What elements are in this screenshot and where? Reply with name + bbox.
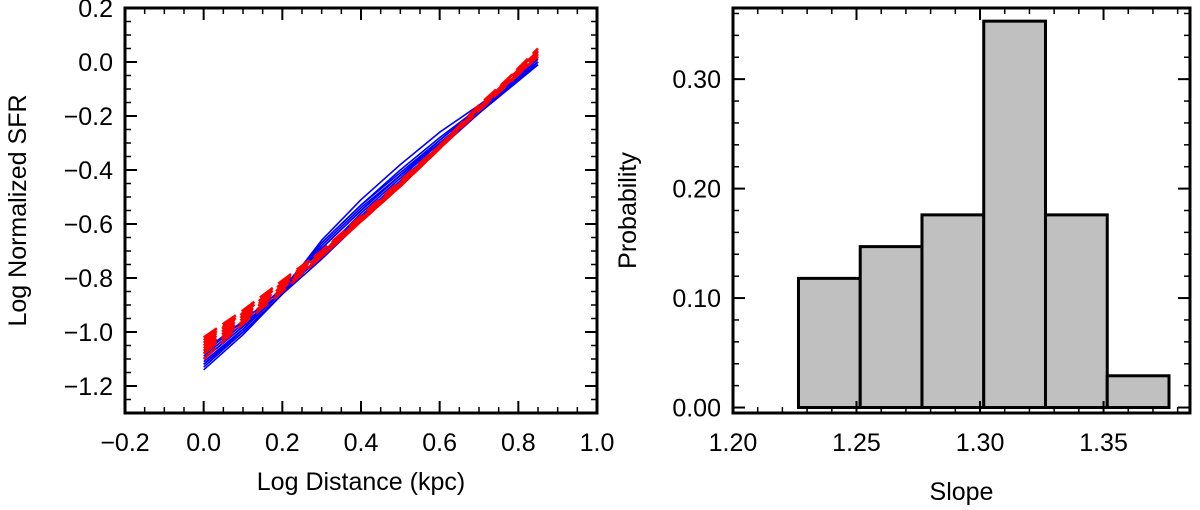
histogram-bar-2	[920, 213, 986, 410]
histogram-bars	[796, 19, 1171, 410]
y-tick-label: 0.10	[672, 285, 721, 313]
x-tick-label: 1.30	[956, 429, 1005, 457]
solid-series-line-0	[203, 61, 539, 371]
y-tick-label: −0.6	[64, 211, 113, 239]
y-tick-label: −1.0	[64, 319, 113, 347]
x-tick-label: 1.25	[832, 429, 881, 457]
y-tick-label: 0.00	[672, 395, 721, 423]
y-tick-label: −0.4	[64, 157, 113, 185]
y-tick-label: 0.2	[78, 0, 113, 23]
y-tick-label: 0.30	[672, 66, 721, 94]
x-tick-label: 0.2	[265, 429, 300, 457]
histogram-y-axis-label: Probability	[614, 152, 642, 269]
y-tick-label: 0.20	[672, 176, 721, 204]
histogram-y-ticks: 0.00 0.10 0.20 0.30	[672, 66, 1190, 423]
y-tick-label: −0.2	[64, 103, 113, 131]
x-tick-label: 0.8	[501, 429, 536, 457]
line-chart-y-ticks: −1.2 −1.0 −0.8 −0.6 −0.4 −0.2 0.0 0.2	[64, 0, 597, 401]
histogram-chart: 1.20 1.25 1.30 1.35 0.000.100.200.30 Slope …	[614, 6, 1192, 506]
x-tick-label: 0.6	[422, 429, 457, 457]
histogram-x-axis-label: Slope	[930, 478, 994, 506]
histogram-bar-3	[982, 19, 1047, 410]
histogram-bar-1	[858, 245, 924, 410]
histogram-bar-4	[1043, 213, 1109, 410]
line-chart: −0.2 0.0 0.2 0.4 0.6 0.8 1.0 −1.2−1.0−0.8−0.6−…	[4, 0, 614, 496]
line-chart-y-axis-label: Log Normalized SFR	[4, 94, 32, 326]
line-chart-x-axis-label: Log Distance (kpc)	[257, 468, 465, 496]
histogram-x-ticks: 1.20 1.25 1.30 1.35	[709, 8, 1128, 457]
x-tick-label: 1.20	[709, 429, 758, 457]
dashed-series-line-13	[202, 50, 539, 339]
solid-series-line-3	[203, 58, 539, 363]
histogram-bar-0	[796, 276, 862, 410]
x-tick-label: 0.4	[344, 429, 379, 457]
y-tick-label: −1.2	[64, 373, 113, 401]
dashed-series-line-12	[202, 47, 539, 342]
y-tick-label: −0.8	[64, 265, 113, 293]
x-tick-label: 1.35	[1079, 429, 1128, 457]
x-tick-label: 1.0	[580, 429, 615, 457]
histogram-bar-5	[1105, 374, 1171, 410]
line-chart-x-ticks: −0.2 0.0 0.2 0.4 0.6 0.8 1.0	[100, 8, 614, 457]
line-series-group	[202, 47, 539, 371]
dashed-series-line-17	[202, 55, 539, 360]
y-tick-label: 0.0	[78, 49, 113, 77]
x-tick-label: −0.2	[100, 429, 149, 457]
x-tick-label: 0.0	[186, 429, 221, 457]
